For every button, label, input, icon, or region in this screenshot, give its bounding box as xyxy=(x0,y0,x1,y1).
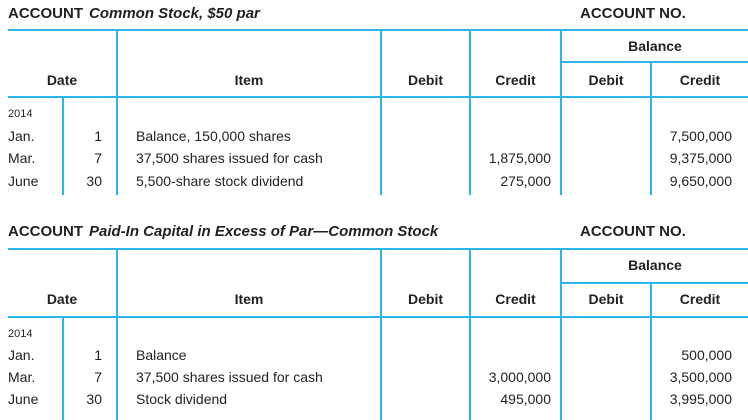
row-balance-credit: 3,995,000 xyxy=(669,391,732,407)
header-balance-credit: Credit xyxy=(679,291,721,307)
ledger-paid-in-capital: ACCOUNT Paid-In Capital in Excess of Par—… xyxy=(0,218,748,420)
row-day: 7 xyxy=(94,150,102,166)
row-balance-credit: 9,650,000 xyxy=(669,173,732,189)
balance-split-rule xyxy=(561,282,748,284)
account-number-label: ACCOUNT NO. xyxy=(580,223,686,240)
row-day: 30 xyxy=(86,391,102,407)
year-label: 2014 xyxy=(8,328,33,340)
credit-balance-divider xyxy=(560,249,562,420)
row-credit: 3,000,000 xyxy=(488,369,551,385)
balance-debit-credit-divider xyxy=(650,283,652,420)
account-title: ACCOUNT Paid-In Capital in Excess of Par—… xyxy=(8,223,438,240)
row-item: 37,500 shares issued for cash xyxy=(136,150,323,166)
row-credit: 495,000 xyxy=(500,391,551,407)
header-credit: Credit xyxy=(495,72,536,88)
header-item: Item xyxy=(234,291,264,307)
row-day: 1 xyxy=(94,347,102,363)
account-label: ACCOUNT xyxy=(8,5,83,22)
row-month: June xyxy=(8,173,39,189)
header-credit: Credit xyxy=(495,291,536,307)
account-number-label: ACCOUNT NO. xyxy=(580,5,686,22)
row-balance-credit: 500,000 xyxy=(681,347,732,363)
header-date: Date xyxy=(46,291,78,307)
row-item: 37,500 shares issued for cash xyxy=(136,369,323,385)
top-rule xyxy=(8,248,748,250)
header-balance-debit: Debit xyxy=(588,291,624,307)
row-balance-credit: 7,500,000 xyxy=(669,128,732,144)
year-label: 2014 xyxy=(8,108,33,120)
row-item: Balance xyxy=(136,347,187,363)
header-balance-debit: Debit xyxy=(588,72,624,88)
row-month: Mar. xyxy=(8,369,36,385)
account-title: ACCOUNT Common Stock, $50 par xyxy=(8,5,260,22)
header-date: Date xyxy=(46,72,78,88)
row-item: Stock dividend xyxy=(136,391,228,407)
item-debit-divider xyxy=(380,30,382,195)
row-credit: 1,875,000 xyxy=(488,150,551,166)
date-day-divider xyxy=(62,97,64,195)
row-day: 30 xyxy=(86,173,102,189)
credit-balance-divider xyxy=(560,30,562,195)
account-name: Common Stock, $50 par xyxy=(89,5,260,22)
date-item-divider xyxy=(116,30,118,195)
debit-credit-divider xyxy=(469,249,471,420)
row-day: 1 xyxy=(94,128,102,144)
header-bottom-rule xyxy=(8,96,748,98)
row-day: 7 xyxy=(94,369,102,385)
ledger-common-stock: ACCOUNT Common Stock, $50 par ACCOUNT NO.… xyxy=(0,0,748,205)
account-label: ACCOUNT xyxy=(8,223,83,240)
header-balance-credit: Credit xyxy=(679,72,721,88)
balance-debit-credit-divider xyxy=(650,62,652,195)
row-month: Mar. xyxy=(8,150,36,166)
row-month: Jan. xyxy=(8,347,35,363)
header-debit: Debit xyxy=(408,72,443,88)
debit-credit-divider xyxy=(469,30,471,195)
row-balance-credit: 9,375,000 xyxy=(669,150,732,166)
row-credit: 275,000 xyxy=(500,173,551,189)
header-bottom-rule xyxy=(8,316,748,318)
row-month: Jan. xyxy=(8,128,35,144)
row-balance-credit: 3,500,000 xyxy=(669,369,732,385)
header-item: Item xyxy=(234,72,264,88)
top-rule xyxy=(8,29,748,31)
row-month: June xyxy=(8,391,39,407)
header-debit: Debit xyxy=(408,291,443,307)
row-item: Balance, 150,000 shares xyxy=(136,128,291,144)
date-item-divider xyxy=(116,249,118,420)
item-debit-divider xyxy=(380,249,382,420)
date-day-divider xyxy=(62,317,64,420)
account-name: Paid-In Capital in Excess of Par—Common … xyxy=(89,223,439,240)
header-balance: Balance xyxy=(628,257,682,273)
header-balance: Balance xyxy=(628,38,682,54)
balance-split-rule xyxy=(561,61,748,63)
row-item: 5,500-share stock dividend xyxy=(136,173,304,189)
